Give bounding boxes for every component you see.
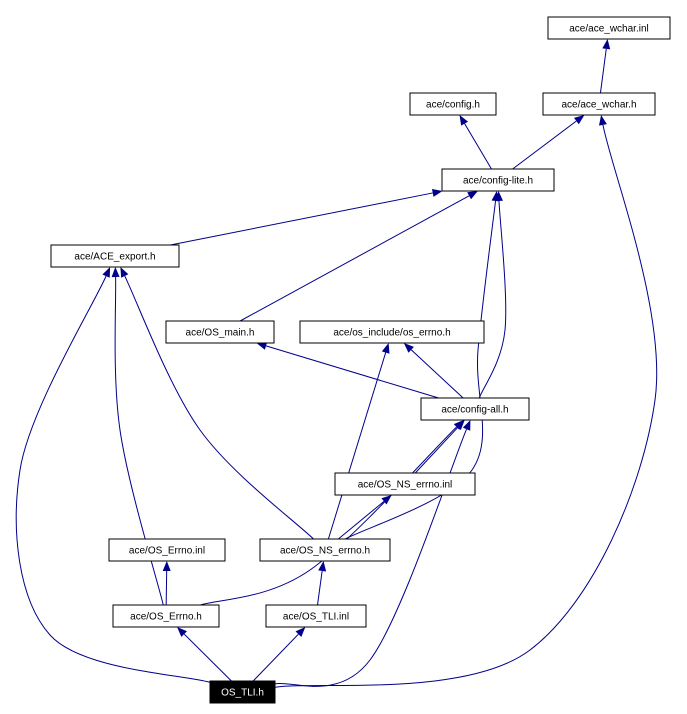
graph-node: ace/OS_Errno.h: [113, 605, 219, 627]
node-label: OS_TLI.h: [221, 688, 264, 699]
edge: [338, 501, 384, 539]
graph-node: ace/ACE_export.h: [51, 245, 179, 267]
graph-node: ace/OS_main.h: [166, 321, 274, 343]
arrowhead-icon: [112, 267, 120, 277]
node-label: ace/OS_Errno.h: [130, 612, 202, 623]
edge: [411, 350, 463, 398]
edge: [318, 571, 323, 605]
graph-node: ace/ace_wchar.h: [543, 93, 655, 115]
node-label: ace/config-lite.h: [463, 176, 533, 187]
edge: [166, 571, 167, 605]
node-label: ace/OS_NS_errno.inl: [358, 480, 453, 491]
node-label: ace/config-all.h: [441, 405, 508, 416]
edge: [184, 634, 231, 681]
graph-node: ace/ace_wchar.inl: [548, 17, 670, 39]
node-label: ace/ace_wchar.inl: [569, 24, 649, 35]
node-label: ace/config.h: [426, 100, 480, 111]
arrowhead-icon: [432, 189, 443, 197]
edge: [200, 427, 456, 605]
graph-node: ace/config-lite.h: [442, 169, 554, 191]
arrowhead-icon: [599, 115, 607, 126]
edge: [328, 353, 385, 539]
edge: [513, 121, 577, 169]
graph-node: ace/OS_NS_errno.inl: [335, 473, 475, 495]
arrowhead-icon: [574, 115, 584, 124]
graph-node: ace/OS_NS_errno.h: [260, 539, 390, 561]
dependency-graph: OS_TLI.h ace/OS_Errno.h ace/OS_TLI.inl ace/…: [0, 0, 687, 714]
arrowhead-icon: [102, 267, 110, 278]
graph-node: ace/config.h: [410, 93, 496, 115]
node-label: ace/OS_TLI.inl: [283, 612, 349, 623]
edge: [415, 427, 458, 473]
graph-node: OS_TLI.h: [210, 681, 275, 703]
edge: [253, 634, 298, 681]
arrowhead-icon: [382, 343, 390, 354]
arrowhead-icon: [460, 115, 469, 126]
graph-node: ace/OS_TLI.inl: [266, 605, 366, 627]
node-label: ace/OS_Errno.inl: [129, 546, 205, 557]
edge: [465, 124, 492, 169]
edge: [266, 346, 439, 398]
edge: [125, 276, 314, 539]
arrowhead-icon: [602, 39, 610, 49]
node-label: ace/os_include/os_errno.h: [333, 328, 450, 339]
node-label: ace/ace_wchar.h: [561, 100, 636, 111]
node-label: ace/OS_main.h: [186, 328, 255, 339]
node-label: ace/OS_NS_errno.h: [280, 546, 370, 557]
edges-layer: [16, 39, 656, 687]
node-label: ace/ACE_export.h: [74, 252, 155, 263]
edge: [600, 49, 606, 93]
graph-node: ace/config-all.h: [421, 398, 529, 420]
edge: [240, 196, 469, 321]
arrowhead-icon: [163, 561, 171, 571]
arrowhead-icon: [467, 191, 478, 199]
graph-node: ace/os_include/os_errno.h: [300, 321, 484, 343]
arrowhead-icon: [120, 267, 128, 278]
graph-node: ace/OS_Errno.inl: [109, 539, 225, 561]
